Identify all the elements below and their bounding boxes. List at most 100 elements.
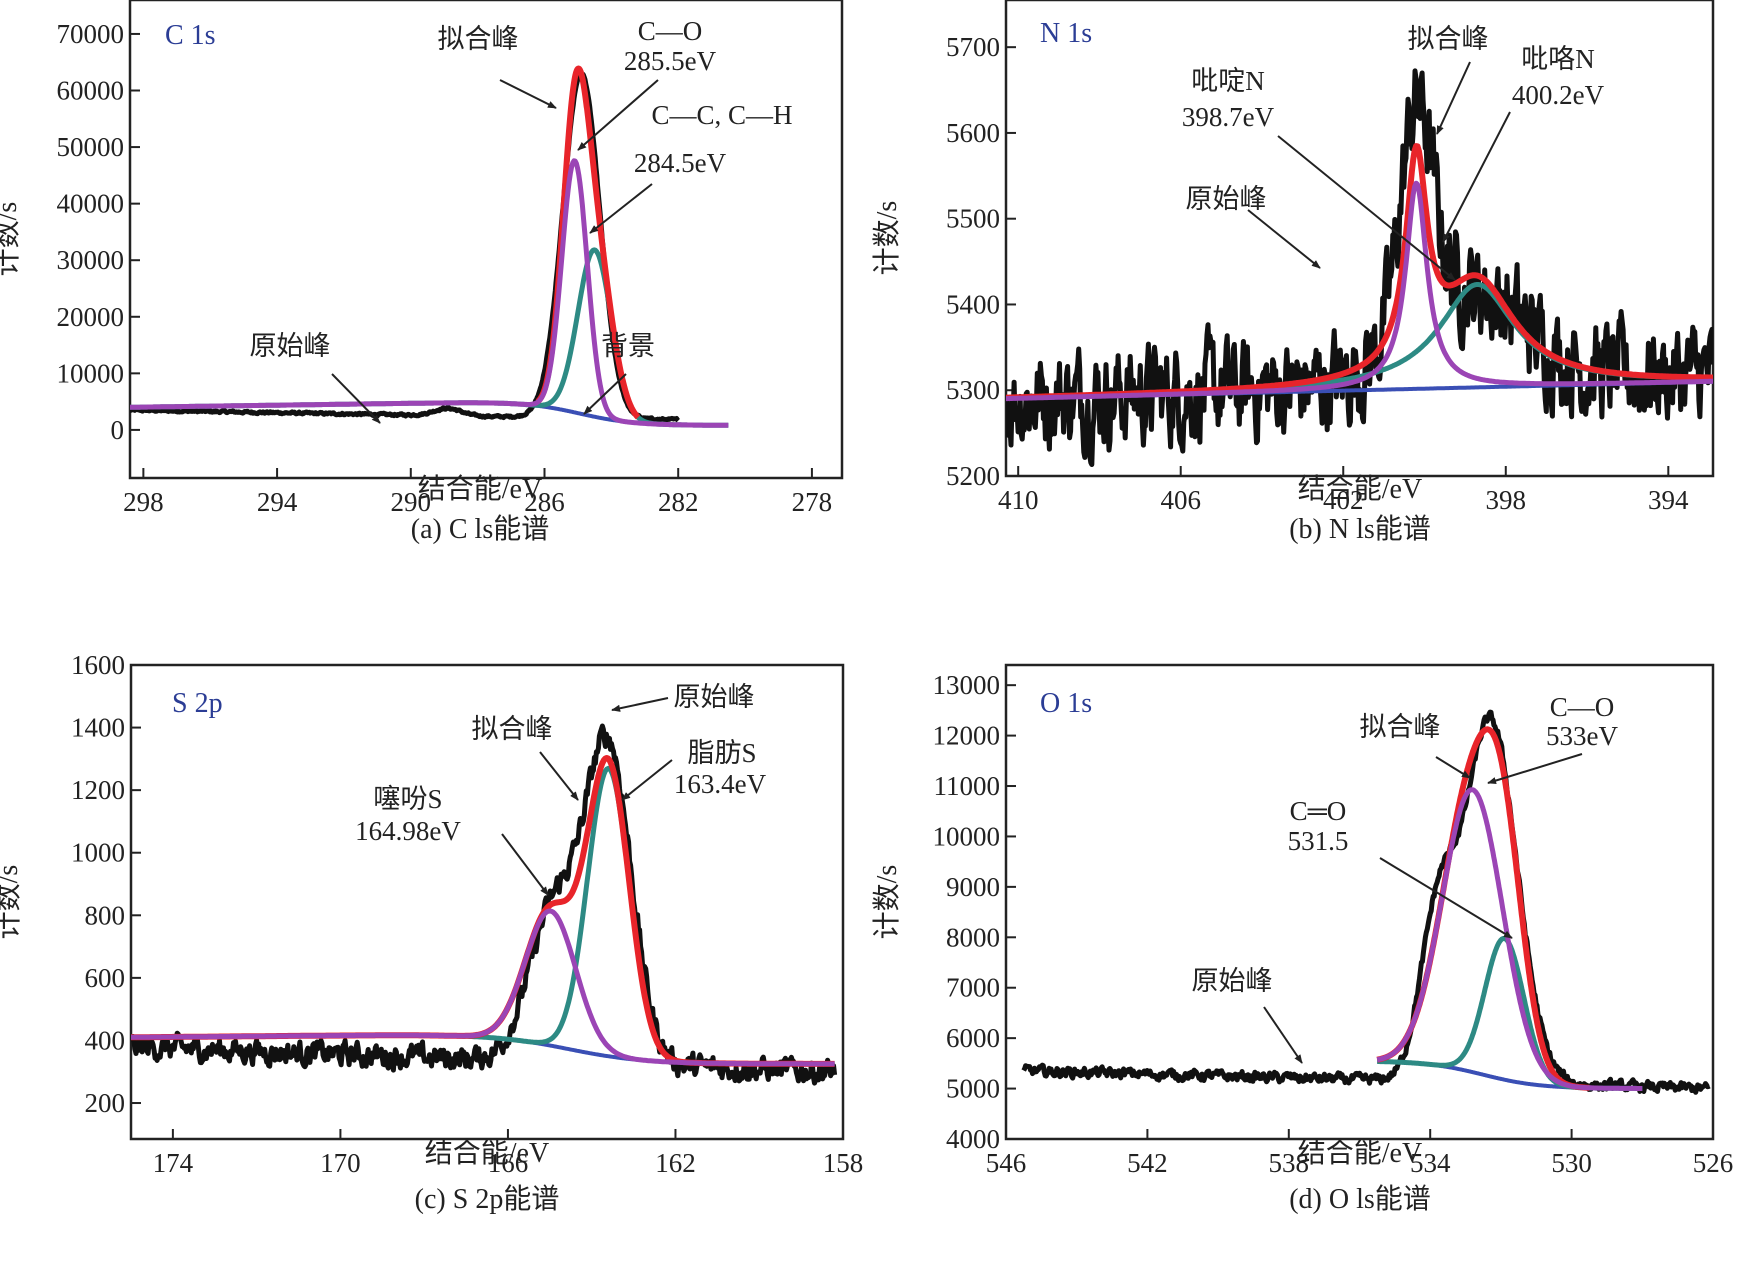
x-tick-label: 294 <box>257 487 298 517</box>
series-raw-peak <box>1021 709 1711 1095</box>
x-tick-label: 542 <box>1127 1148 1168 1178</box>
y-tick-label: 20000 <box>57 302 125 332</box>
y-axis-title: 计数/s <box>871 865 903 940</box>
plot-area <box>130 65 730 428</box>
x-tick-label: 534 <box>1410 1148 1451 1178</box>
annotation-label: 原始峰 <box>674 682 755 712</box>
annotation-label: 吡啶N <box>1191 66 1265 96</box>
annotation-arrow <box>1442 111 1511 243</box>
y-tick-label: 5600 <box>946 118 1000 148</box>
annotation-arrow <box>1435 756 1471 779</box>
annotation-label: 400.2eV <box>1512 80 1605 110</box>
x-axis-title: 结合能/eV <box>1298 473 1422 505</box>
x-tick-label: 538 <box>1269 1148 1310 1178</box>
y-tick-label: 5000 <box>946 1074 1000 1104</box>
y-tick-label: 11000 <box>934 771 1001 801</box>
annotation-arrow <box>577 79 659 151</box>
annotation-label: 原始峰 <box>1186 184 1267 214</box>
x-tick-label: 286 <box>524 487 565 517</box>
annotation-label: 拟合峰 <box>438 24 519 54</box>
y-axis-title: 计数/s <box>0 865 24 940</box>
annotation-label: 噻吩S <box>373 784 442 814</box>
x-tick-label: 530 <box>1551 1148 1592 1178</box>
x-tick-label: 394 <box>1648 485 1689 515</box>
x-tick-label: 398 <box>1486 485 1527 515</box>
y-tick-label: 1600 <box>71 650 125 680</box>
panel-caption: (b) N ls能谱 <box>1289 513 1431 545</box>
plot-frame <box>129 663 845 1141</box>
y-tick-label: 7000 <box>946 973 1000 1003</box>
x-axis-title: 结合能/eV <box>1298 1137 1422 1169</box>
plot-area <box>1021 709 1711 1095</box>
annotation-label: 398.7eV <box>1182 102 1275 132</box>
y-tick-label: 4000 <box>946 1124 1000 1154</box>
annotation-label: C—O <box>638 16 703 46</box>
series-component-1 <box>131 908 836 1067</box>
annotation-arrow <box>611 697 669 712</box>
series-raw-peak <box>1006 68 1713 467</box>
chart-panel-b: 410 406 402 398 394 5200 5300 5400 5500 5600 5700 结… <box>871 0 1715 545</box>
y-axis-title: 计数/s <box>871 201 903 276</box>
y-tick-label: 10000 <box>57 358 125 388</box>
annotation-arrow <box>501 833 549 896</box>
annotation-label: 拟合峰 <box>1408 24 1489 54</box>
annotation-arrow <box>1247 209 1321 269</box>
x-tick-label: 526 <box>1693 1148 1734 1178</box>
annotation-arrow <box>621 759 673 801</box>
panel-tag: C 1s <box>165 20 216 51</box>
x-tick-label: 162 <box>655 1148 696 1178</box>
series-component-1 <box>1375 787 1645 1091</box>
y-axis-title: 计数/s <box>0 202 23 277</box>
y-tick-label: 8000 <box>946 922 1000 952</box>
annotation-arrow <box>589 183 653 234</box>
plot-area <box>1006 68 1713 467</box>
chart-panel-d: 546 542 538 534 530 526 4000 5000 6000 7000 8000 90… <box>871 663 1734 1215</box>
annotation-arrow <box>499 79 557 109</box>
annotation-label: 原始峰 <box>250 331 331 361</box>
series-component-2 <box>131 765 836 1067</box>
y-tick-label: 40000 <box>57 189 125 219</box>
y-tick-label: 1400 <box>71 713 125 743</box>
x-tick-label: 170 <box>320 1148 361 1178</box>
annotation-label: 163.4eV <box>674 769 767 799</box>
annotation-label: C—C, C—H <box>651 100 792 130</box>
x-tick-label: 282 <box>658 487 699 517</box>
y-tick-label: 10000 <box>933 821 1001 851</box>
annotation-arrow <box>1379 857 1513 939</box>
y-tick-label: 5200 <box>946 461 1000 491</box>
annotation-arrow <box>583 373 627 415</box>
y-tick-label: 1000 <box>71 838 125 868</box>
x-tick-label: 402 <box>1323 485 1364 515</box>
panel-caption: (d) O ls能谱 <box>1289 1183 1431 1215</box>
x-tick-label: 278 <box>792 487 833 517</box>
y-tick-label: 50000 <box>57 132 125 162</box>
plot-area <box>131 723 838 1086</box>
annotation-arrow <box>539 751 579 801</box>
panel-caption: (c) S 2p能谱 <box>415 1183 560 1215</box>
y-tick-label: 400 <box>85 1025 126 1055</box>
y-tick-label: 5700 <box>946 32 1000 62</box>
x-tick-label: 166 <box>488 1148 529 1178</box>
x-tick-label: 290 <box>391 487 432 517</box>
annotation-arrow <box>1487 753 1583 785</box>
plot-frame <box>128 0 844 480</box>
series-component-1 <box>130 158 730 428</box>
x-tick-label: 406 <box>1160 485 1201 515</box>
annotation-label: 284.5eV <box>634 148 727 178</box>
plot-frame <box>1004 663 1715 1141</box>
annotation-arrow <box>1263 1006 1303 1064</box>
annotation-label: 背景 <box>601 331 655 361</box>
chart-panel-a: 298 294 290 286 282 278 0 10000 20000 30000 40000 5… <box>0 0 844 545</box>
annotation-label: C═O <box>1290 796 1347 826</box>
annotation-label: 吡咯N <box>1521 44 1595 74</box>
y-tick-label: 5400 <box>946 289 1000 319</box>
y-tick-label: 5500 <box>946 204 1000 234</box>
y-tick-label: 6000 <box>946 1023 1000 1053</box>
x-tick-label: 546 <box>986 1148 1027 1178</box>
annotation-label: 533eV <box>1546 721 1618 751</box>
plot-frame <box>1004 0 1715 478</box>
panel-tag: O 1s <box>1040 688 1092 719</box>
annotation-label: 原始峰 <box>1192 966 1273 996</box>
x-tick-label: 158 <box>823 1148 864 1178</box>
